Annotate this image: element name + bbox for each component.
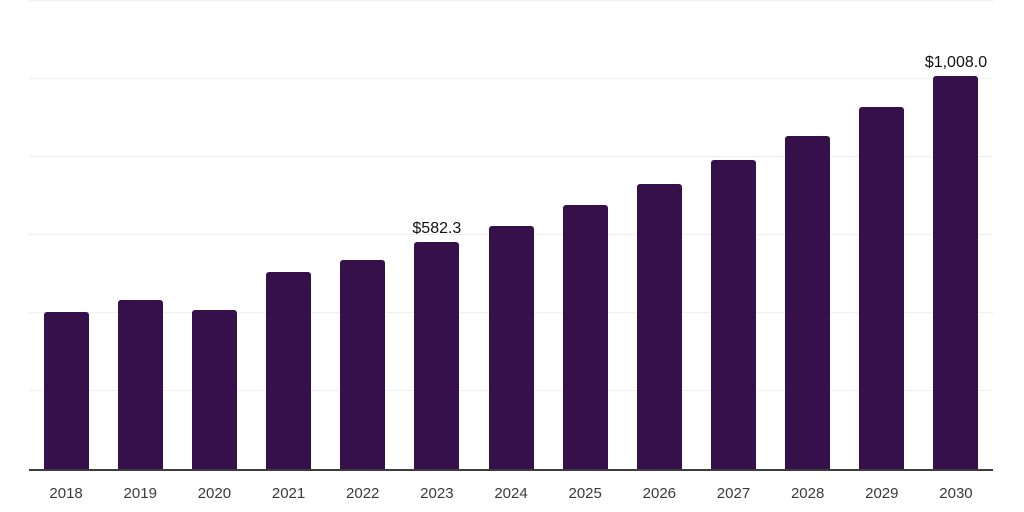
bar-2019: [117, 300, 163, 469]
band-2023: $582.3: [400, 1, 474, 469]
plot-area: $582.3 $1,008.0: [29, 0, 993, 469]
gridline-1000: [29, 78, 993, 79]
bar-2020: [191, 309, 237, 469]
x-axis-labels: 2018 2019 2020 2021 2022 2023 2024 2025 2026 2027…: [29, 484, 993, 503]
band-2024: [474, 1, 548, 469]
gridline-800: [29, 156, 993, 157]
band-2019: [103, 1, 177, 469]
bar-2021: [266, 272, 312, 469]
bars-container: $582.3 $1,008.0: [29, 1, 993, 469]
x-tick-label-2027: 2027: [716, 485, 751, 502]
x-tick-label-2029: 2029: [865, 485, 899, 502]
bar-2027: [710, 160, 756, 469]
band-2026: [622, 1, 696, 469]
data-label-2030: $1,008.0: [924, 53, 988, 71]
bar-2028: [785, 136, 831, 469]
band-2025: [548, 1, 622, 469]
band-2027: [696, 1, 770, 469]
band-2020: [177, 1, 251, 469]
bar-2026: [636, 183, 682, 469]
bar-2023: [414, 241, 460, 469]
x-axis-line: [29, 469, 993, 471]
x-tick-label-2026: 2026: [642, 485, 677, 502]
x-tick-label-2021: 2021: [271, 485, 306, 502]
band-2028: [771, 1, 845, 469]
x-tick-label-2030: 2030: [939, 485, 973, 502]
bar-2024: [488, 226, 534, 469]
bar-2018: [43, 312, 89, 469]
x-tick-label-2020: 2020: [197, 485, 232, 502]
band-2022: [326, 1, 400, 469]
x-tick-label-2022: 2022: [346, 485, 380, 502]
bar-2030: [933, 75, 979, 469]
x-tick-label-2023: 2023: [420, 485, 454, 502]
x-tick-label-2024: 2024: [494, 485, 528, 502]
x-tick-label-2028: 2028: [790, 485, 825, 502]
band-2018: [29, 1, 103, 469]
bar-2029: [859, 107, 905, 469]
gridline-1200: [29, 0, 993, 1]
band-2030: $1,008.0: [919, 1, 993, 469]
x-tick-label-2019: 2019: [123, 485, 157, 502]
data-label-2023: $582.3: [412, 219, 462, 237]
band-2021: [251, 1, 325, 469]
bar-2022: [340, 260, 386, 469]
x-tick-label-2018: 2018: [49, 485, 83, 502]
band-2029: [845, 1, 919, 469]
bar-2025: [562, 205, 608, 469]
x-tick-label-2025: 2025: [568, 485, 602, 502]
